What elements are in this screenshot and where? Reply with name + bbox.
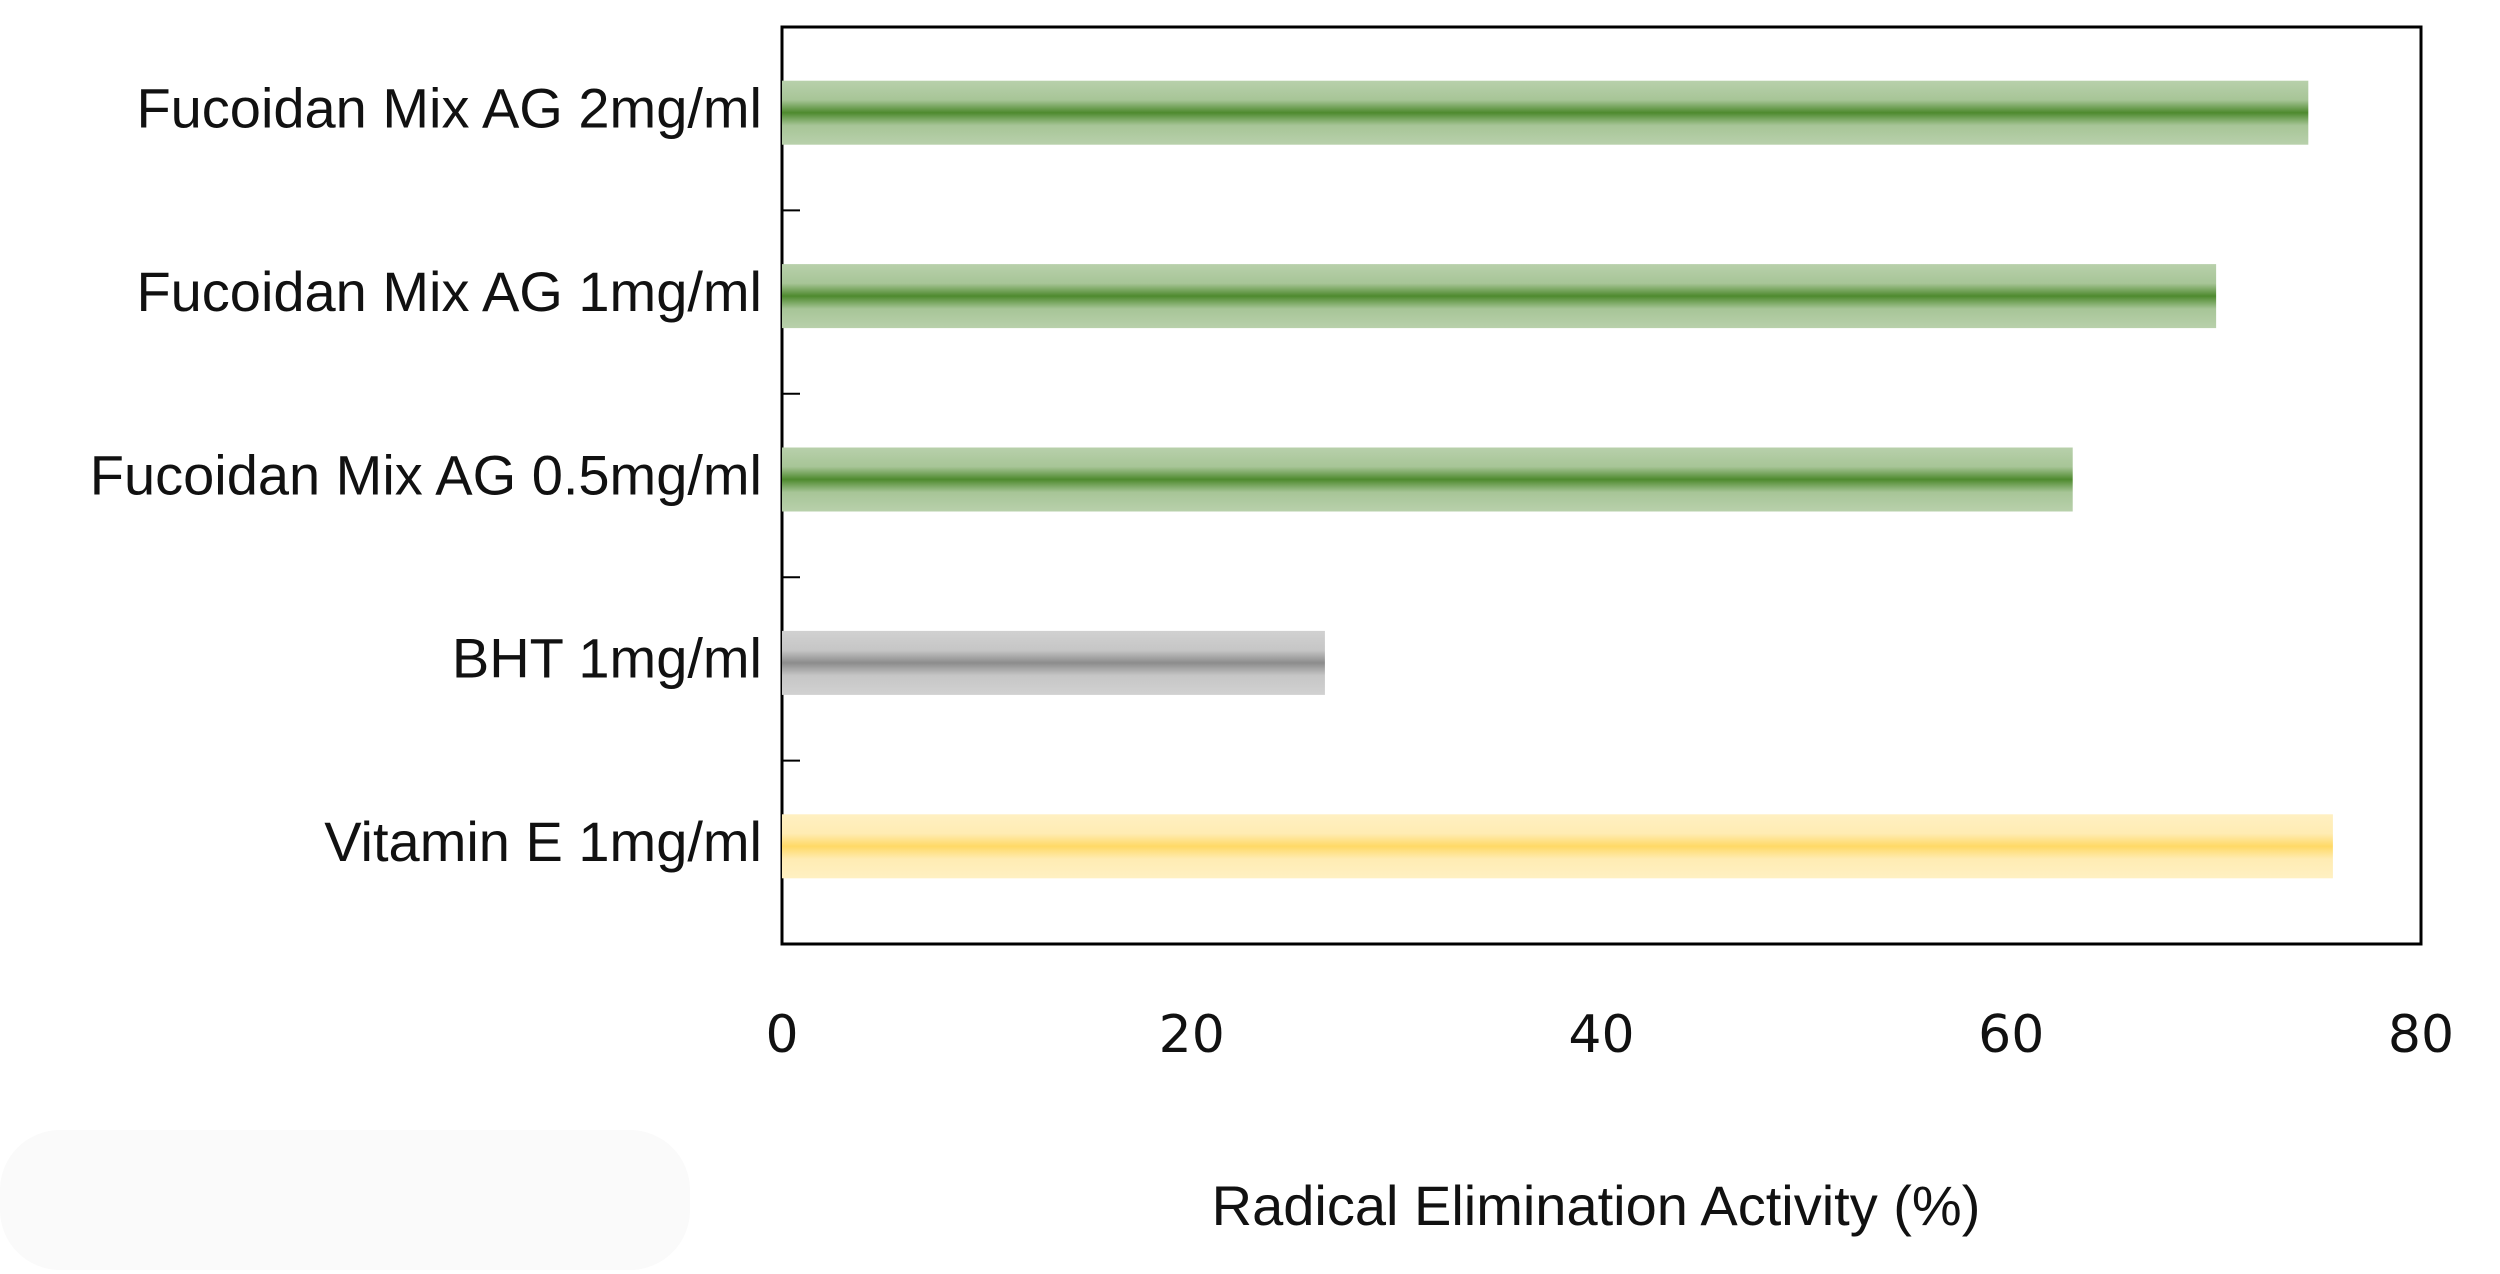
- x-axis-label: Radical Elimination Activity (%): [1212, 1174, 1981, 1237]
- x-tick-label: 60: [1978, 1005, 2044, 1065]
- background-blur: [0, 1130, 690, 1270]
- y-tick-label: BHT 1mg/ml: [452, 627, 762, 690]
- bar: [782, 264, 2217, 329]
- x-tick-label: 0: [765, 1005, 798, 1065]
- y-tick-label: Fucoidan Mix AG 2mg/ml: [136, 76, 762, 139]
- x-tick-label: 20: [1159, 1005, 1225, 1065]
- x-tick-label: 80: [2388, 1005, 2454, 1065]
- y-tick-label: Vitamin E 1mg/ml: [324, 810, 762, 873]
- bar: [782, 630, 1325, 695]
- x-tick-label: 40: [1568, 1005, 1634, 1065]
- bar: [782, 814, 2333, 879]
- y-tick-label: Fucoidan Mix AG 0.5mg/ml: [90, 443, 762, 506]
- bar: [782, 447, 2073, 512]
- bar: [782, 80, 2309, 145]
- y-tick-label: Fucoidan Mix AG 1mg/ml: [136, 260, 762, 323]
